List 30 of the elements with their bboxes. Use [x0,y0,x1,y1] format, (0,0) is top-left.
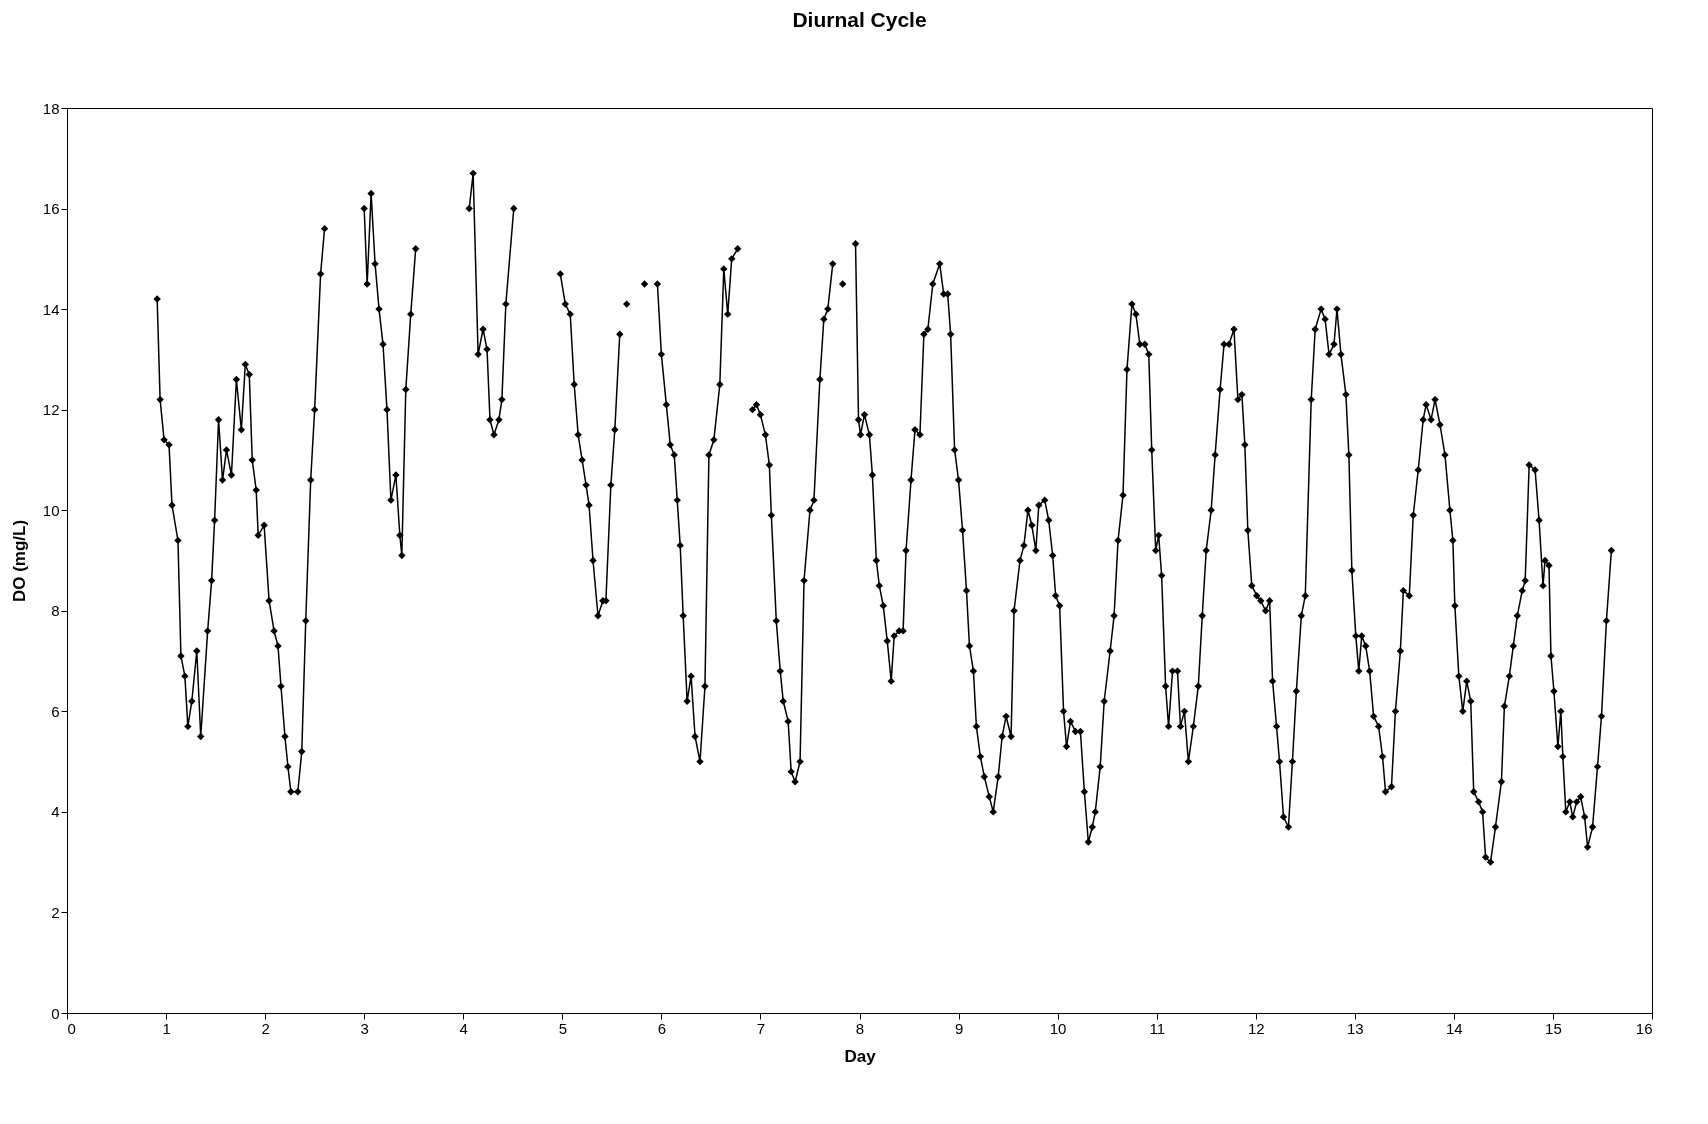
x-tick-label: 7 [756,1019,766,1037]
y-tick-label: 12 [42,401,60,419]
y-tick-label: 14 [42,300,60,318]
y-tick-label: 16 [42,200,60,218]
x-tick-label: 1 [162,1019,171,1037]
x-tick-label: 6 [657,1019,667,1037]
y-tick-label: 18 [42,99,60,117]
x-tick-label: 15 [1545,1019,1562,1037]
x-tick-label: 8 [855,1019,865,1037]
x-tick-label: 12 [1247,1019,1265,1037]
y-tick-label: 0 [51,1004,60,1022]
chart-title: Diurnal Cycle [792,8,927,31]
x-tick-label: 11 [1149,1019,1165,1037]
x-axis-title: Day [844,1046,877,1066]
x-tick-label: 10 [1049,1019,1067,1037]
x-tick-label: 4 [459,1019,468,1037]
x-tick-label: 5 [558,1019,567,1037]
x-tick-label: 0 [67,1019,76,1037]
x-tick-label: 14 [1446,1019,1463,1037]
y-tick-label: 10 [42,501,60,519]
y-axis-title: DO (mg/L) [9,519,29,603]
x-tick-label: 16 [1635,1019,1653,1037]
x-tick-label: 3 [360,1019,369,1037]
x-tick-label: 13 [1346,1019,1364,1037]
y-tick-label: 6 [51,702,60,720]
y-tick-label: 4 [51,803,60,821]
y-tick-label: 8 [51,602,60,620]
y-tick-label: 2 [51,903,60,921]
x-tick-label: 2 [261,1019,270,1037]
x-tick-label: 9 [954,1019,964,1037]
